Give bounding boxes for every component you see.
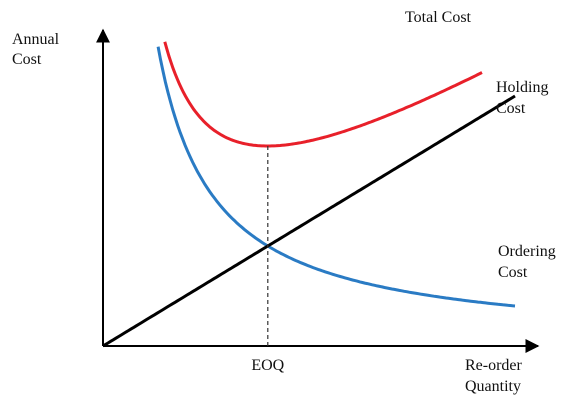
eoq-tick-label: EOQ [251, 357, 284, 374]
series-label-ordering-cost-line-2: Cost [498, 264, 528, 281]
series-label-ordering-cost: Ordering Cost [498, 243, 560, 281]
series-total-cost-line [163, 41, 483, 148]
series-holding-cost-line [102, 94, 516, 348]
series-label-ordering-cost-line-1: Ordering [498, 243, 556, 260]
series-label-holding-cost: Holding Cost [496, 79, 552, 117]
series-label-holding-cost-line-1: Holding [496, 79, 548, 96]
x-axis-label-line-1: Re-order [465, 357, 523, 374]
x-axis-label: Re-order Quantity [465, 357, 526, 395]
y-axis-label-line-1: Annual [12, 31, 60, 48]
series-label-total-cost: Total Cost [405, 9, 472, 26]
x-axis-label-line-2: Quantity [465, 378, 521, 395]
y-axis-label-line-2: Cost [12, 51, 42, 68]
series-ordering-cost-line [156, 46, 516, 308]
series-label-holding-cost-line-2: Cost [496, 100, 526, 117]
y-axis-label: Annual Cost [12, 31, 63, 68]
